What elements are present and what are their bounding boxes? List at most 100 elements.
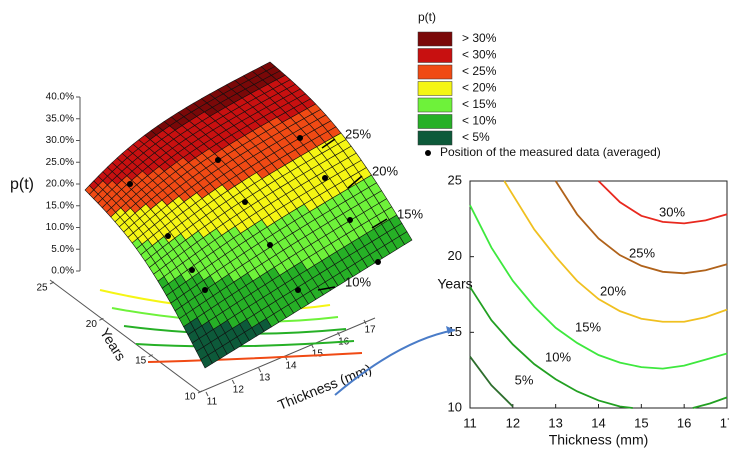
- measured-point: [127, 181, 133, 187]
- x-tick-label: 17: [364, 325, 376, 336]
- contour-label: 25%: [629, 245, 655, 260]
- z-tick-label: 40.0%: [46, 92, 74, 103]
- legend-swatch: [417, 64, 453, 80]
- contour-label: 10%: [545, 349, 571, 364]
- x-tick-label: 13: [548, 415, 562, 430]
- contour-line: [469, 286, 633, 409]
- y-tick: [49, 281, 55, 285]
- link-arrow: [334, 329, 456, 396]
- legend-label: < 30%: [462, 48, 497, 62]
- measured-point: [242, 199, 248, 205]
- measured-point: [375, 259, 381, 265]
- legend-swatch: [417, 130, 453, 146]
- contour-plot: 11 12 13 14 15 16 17 10 15 20 25 Thickness (mm) Year…: [437, 172, 729, 447]
- legend-label: < 10%: [462, 114, 497, 128]
- contour-line: [554, 180, 728, 275]
- measured-point: [165, 233, 171, 239]
- measured-point: [215, 157, 221, 163]
- annotation: 20%: [372, 163, 398, 178]
- x-tick-label: 11: [207, 397, 218, 408]
- legend-title: p(t): [418, 10, 436, 24]
- annotation-arrow: [321, 138, 336, 149]
- legend-label: > 30%: [462, 31, 497, 45]
- annotation: 25%: [345, 126, 371, 141]
- legend-swatch: [417, 31, 453, 47]
- legend-swatch: [417, 97, 453, 113]
- y-tick-label: 10: [184, 392, 196, 403]
- y-tick: [197, 390, 203, 394]
- x-tick-label: 14: [285, 361, 297, 372]
- measured-point: [202, 287, 208, 293]
- y-tick-label: 25: [448, 172, 462, 187]
- x-tick: [205, 391, 209, 397]
- contour-line: [503, 180, 728, 323]
- contour-label: 30%: [659, 204, 685, 219]
- y-tick-label: 20: [448, 248, 462, 263]
- x-tick-label: 12: [233, 385, 245, 396]
- y-tick: [99, 317, 104, 321]
- y-axis: [49, 279, 201, 393]
- z-tick-label: 0.0%: [51, 266, 74, 277]
- x-tick-label: 17: [720, 415, 729, 430]
- legend-label: < 5%: [462, 130, 490, 144]
- y-axis-label: Years: [437, 276, 472, 292]
- measured-point: [295, 287, 301, 293]
- y-tick-label: 15: [135, 355, 147, 366]
- x-tick: [258, 367, 262, 373]
- x-tick-label: 13: [259, 373, 271, 384]
- x-tick-label: 14: [591, 415, 605, 430]
- x-tick-label: 15: [634, 415, 648, 430]
- y-tick-label: 15: [448, 324, 462, 339]
- x-axis: [199, 317, 376, 393]
- measured-point: [322, 175, 328, 181]
- annotation: 15%: [397, 206, 423, 221]
- contour-label: 15%: [575, 319, 601, 334]
- measured-point: [297, 135, 303, 141]
- annotation: 10%: [345, 274, 371, 289]
- z-tick-label: 30.0%: [46, 135, 74, 146]
- y-tick-label: 20: [86, 319, 98, 330]
- z-tick-label: 10.0%: [46, 222, 74, 233]
- z-tick-label: 5.0%: [51, 244, 74, 255]
- y-axis-label: Years: [97, 325, 129, 363]
- measured-point: [189, 267, 195, 273]
- x-tick-label: 15: [312, 349, 324, 360]
- surface-cell: [260, 61, 276, 72]
- y-tick-label: 25: [36, 283, 48, 294]
- z-tick-label: 15.0%: [46, 200, 74, 211]
- legend-label: < 15%: [462, 97, 497, 111]
- annotation-arrow: [347, 175, 363, 189]
- x-tick: [363, 319, 367, 325]
- contour-line: [469, 356, 514, 408]
- contour-label: 20%: [600, 283, 626, 298]
- measured-point: [347, 217, 353, 223]
- legend-swatch: [417, 114, 453, 129]
- y-tick-label: 10: [448, 399, 462, 414]
- contour-label: 5%: [515, 372, 534, 387]
- z-tick-label: 25.0%: [46, 157, 74, 168]
- link-arrowhead: [446, 326, 455, 334]
- annotation-arrow: [371, 218, 388, 229]
- y-tick: [148, 354, 153, 358]
- measured-point: [267, 242, 273, 248]
- annotation-arrow: [317, 286, 336, 291]
- plot-frame: [469, 180, 728, 409]
- z-axis-label: p(t): [10, 176, 34, 193]
- contour-line: [469, 204, 728, 370]
- x-tick-label: 12: [506, 415, 520, 430]
- z-tick-label: 35.0%: [46, 113, 74, 124]
- x-tick: [337, 331, 341, 337]
- x-axis-label: Thickness (mm): [549, 432, 649, 448]
- legend-swatch: [417, 81, 453, 96]
- x-tick-label: 16: [677, 415, 691, 430]
- legend-label: < 25%: [462, 64, 497, 78]
- legend-label: < 20%: [462, 81, 497, 95]
- legend-swatch: [417, 48, 453, 63]
- contour-line: [597, 180, 728, 225]
- legend-marker: [425, 150, 431, 156]
- x-tick-label: 11: [463, 415, 477, 430]
- surface-plot: 0.0% 5.0% 10.0% 15.0% 20.0% 25.0% 30.0% 35.0% 40…: [10, 10, 661, 413]
- x-tick: [231, 379, 235, 385]
- legend-marker-label: Position of the measured data (averaged): [440, 145, 661, 159]
